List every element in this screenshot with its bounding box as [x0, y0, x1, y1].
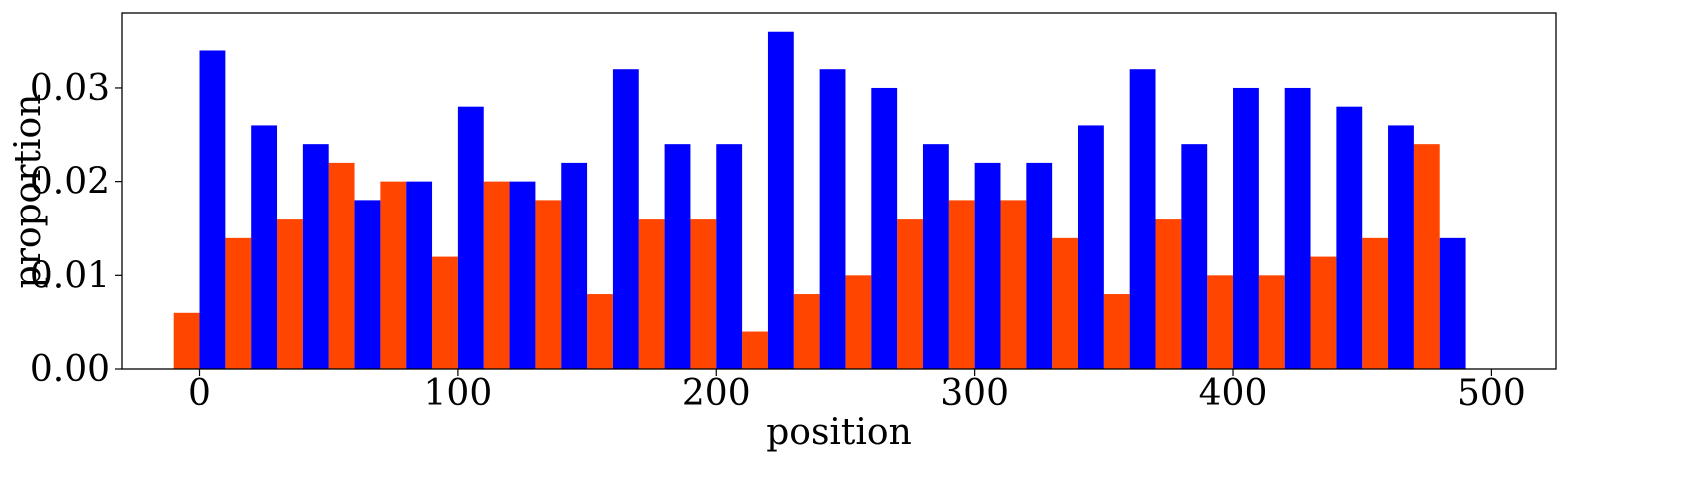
y-axis-ticks: 0.00 0.01 0.02 0.03	[30, 68, 122, 390]
bar-series1-bin-420	[1258, 275, 1285, 369]
bar-series1-bin-440	[1310, 256, 1337, 369]
y-tick-label: 0.02	[30, 162, 110, 203]
bar-series2-bin-140	[561, 162, 588, 369]
x-tick-label: 300	[940, 373, 1009, 414]
bar-series2-bin-480	[1439, 237, 1466, 369]
x-tick-label: 500	[1457, 373, 1526, 414]
bar-series1-bin-320	[1000, 200, 1027, 369]
bar-series2-bin-300	[974, 162, 1001, 369]
bar-series2-bin-320	[1026, 162, 1053, 369]
bar-series2-bin-360	[1129, 69, 1156, 370]
bar-series1-bin-200	[690, 219, 717, 369]
bar-series2-bin-220	[767, 31, 794, 369]
bar-series2-bin-200	[716, 144, 743, 369]
bar-series2-bin-420	[1284, 87, 1311, 370]
bar-series2-bin-120	[509, 181, 536, 369]
plot-frame	[121, 12, 1557, 370]
bar-series2-bin-40	[302, 144, 329, 369]
bar-series1-bin-180	[638, 219, 665, 369]
bar-series1-bin-220	[742, 331, 768, 369]
bar-series1-bin-260	[845, 275, 872, 369]
bar-series2-bin-240	[819, 69, 846, 370]
x-tick-label: 400	[1199, 373, 1268, 414]
bar-series2-bin-0	[199, 50, 226, 369]
bar-series2-bin-260	[871, 87, 898, 370]
bar-series2-bin-180	[664, 144, 691, 369]
bar-series1-bin-140	[535, 200, 562, 369]
bar-series2-bin-280	[922, 144, 949, 369]
bar-series1-bin-80	[380, 181, 407, 369]
bar-series1-bin-120	[483, 181, 510, 369]
y-tick-label: 0.00	[30, 349, 110, 390]
bar-series1-bin-280	[897, 219, 923, 369]
x-axis-ticks: 0 100 200 300 400 500	[188, 369, 1526, 414]
bar-series1-bin-100	[432, 256, 458, 369]
bar-series2-bin-160	[612, 69, 639, 370]
bar-series1-bin-300	[948, 200, 975, 369]
y-tick-label: 0.01	[30, 255, 110, 296]
bar-series2-bin-60	[354, 200, 381, 369]
bar-series1-bin-240	[793, 294, 820, 369]
bar-series2-bin-460	[1388, 125, 1414, 369]
bar-series2-bin-440	[1336, 106, 1363, 370]
y-tick-label: 0.03	[30, 68, 110, 109]
bar-series2-bin-80	[406, 181, 433, 369]
bar-series1-bin-60	[328, 162, 355, 369]
bar-series1-bin-160	[587, 294, 613, 369]
bar-series1-bin-380	[1155, 219, 1182, 369]
bar-series2-bin-340	[1078, 125, 1104, 369]
bar-series2-bin-400	[1233, 87, 1259, 370]
bar-series1-bin-340	[1052, 237, 1078, 369]
bar-series2-bin-100	[457, 106, 484, 370]
bar-series1-bin-460	[1362, 237, 1389, 369]
x-tick-label: 100	[424, 373, 493, 414]
bar-series2-bin-380	[1181, 144, 1208, 369]
bar-series1-bin-360	[1103, 294, 1130, 369]
y-axis-label: proportion	[8, 94, 49, 289]
bar-series1-bin-480	[1413, 144, 1440, 369]
x-tick-label: 0	[188, 373, 211, 414]
bar-series1-bin-40	[277, 219, 303, 369]
x-tick-label: 200	[682, 373, 751, 414]
bar-series1-bin-0	[173, 312, 200, 369]
bar-series1-bin-20	[225, 237, 252, 369]
bar-series1-bin-400	[1207, 275, 1234, 369]
x-axis-label: position	[766, 412, 912, 453]
bar-series2-bin-20	[251, 125, 278, 369]
bars-group	[173, 31, 1466, 370]
